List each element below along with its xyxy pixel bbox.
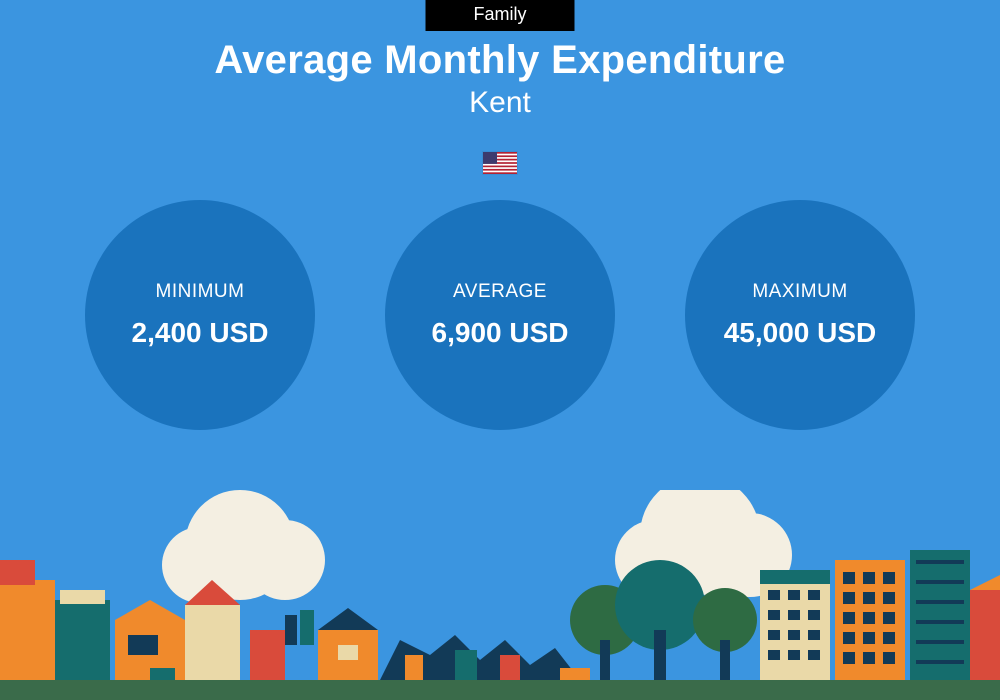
stat-circle-average: AVERAGE 6,900 USD bbox=[385, 200, 615, 430]
stat-value: 45,000 USD bbox=[724, 317, 877, 349]
stat-label: AVERAGE bbox=[453, 281, 547, 303]
page-title: Average Monthly Expenditure bbox=[0, 38, 1000, 83]
infographic-stage: Family Average Monthly Expenditure Kent … bbox=[0, 0, 1000, 700]
stat-label: MINIMUM bbox=[156, 281, 245, 303]
location-subtitle: Kent bbox=[0, 86, 1000, 120]
stat-circle-minimum: MINIMUM 2,400 USD bbox=[85, 200, 315, 430]
stat-value: 2,400 USD bbox=[132, 317, 269, 349]
cityscape-illustration bbox=[0, 490, 1000, 700]
us-flag-icon bbox=[483, 152, 517, 174]
stats-row: MINIMUM 2,400 USD AVERAGE 6,900 USD MAXI… bbox=[0, 200, 1000, 430]
stat-value: 6,900 USD bbox=[432, 317, 569, 349]
category-badge-text: Family bbox=[474, 4, 527, 24]
category-badge: Family bbox=[426, 0, 575, 31]
stat-label: MAXIMUM bbox=[752, 281, 847, 303]
stat-circle-maximum: MAXIMUM 45,000 USD bbox=[685, 200, 915, 430]
